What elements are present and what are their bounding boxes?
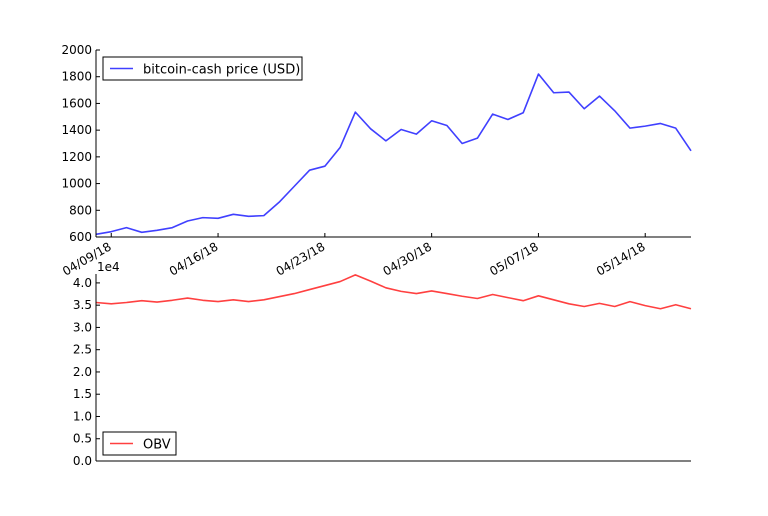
obv-y-tick-label: 2.0: [73, 365, 92, 379]
price-legend-box: [102, 56, 303, 81]
price-y-tick-label: 600: [69, 230, 92, 244]
obv-legend-label: OBV: [143, 438, 171, 453]
price-y-tick-label: 1400: [61, 123, 92, 137]
obv-y-tick-label: 3.5: [73, 298, 92, 312]
obv-offset-label: 1e4: [97, 260, 120, 274]
price-x-tick-label: 04/23/18: [274, 239, 328, 278]
obv-y-tick-label: 4.0: [73, 276, 92, 290]
obv-y-tick-label: 2.5: [73, 343, 92, 357]
obv-chart-marks: 0.0 0.5 1.0 1.5 2.0 2.5 3.0 3.5 4.0: [73, 274, 692, 468]
price-y-tick-label: 800: [69, 203, 92, 217]
obv-y-tick-label: 1.0: [73, 409, 92, 423]
price-y-tick-label: 1600: [61, 96, 92, 110]
price-y-tick-label: 1000: [61, 177, 92, 191]
price-y-tick-label: 1800: [61, 70, 92, 84]
obv-chart-panel: 0.0 0.5 1.0 1.5 2.0 2.5 3.0 3.5 4.0 1e4 OBV: [73, 260, 692, 468]
price-legend-label: bitcoin-cash price (USD): [143, 63, 300, 78]
price-y-tick-label: 2000: [61, 43, 92, 57]
price-x-tick-label: 05/07/18: [487, 239, 541, 278]
price-y-tick-label: 1200: [61, 150, 92, 164]
price-series-line: [95, 73, 692, 236]
price-x-tick-label: 04/16/18: [167, 239, 221, 278]
price-legend: bitcoin-cash price (USD): [102, 56, 303, 81]
obv-y-tick-label: 1.5: [73, 387, 92, 401]
obv-y-tick-label: 3.0: [73, 320, 92, 334]
obv-legend: OBV: [102, 431, 177, 456]
price-x-tick-label: 05/14/18: [594, 239, 648, 278]
obv-legend-box: [102, 431, 177, 456]
price-x-tick-label: 04/30/18: [380, 239, 434, 278]
obv-y-tick-label: 0.5: [73, 432, 92, 446]
obv-series-line: [95, 274, 692, 310]
obv-y-tick-label: 0.0: [73, 454, 92, 468]
